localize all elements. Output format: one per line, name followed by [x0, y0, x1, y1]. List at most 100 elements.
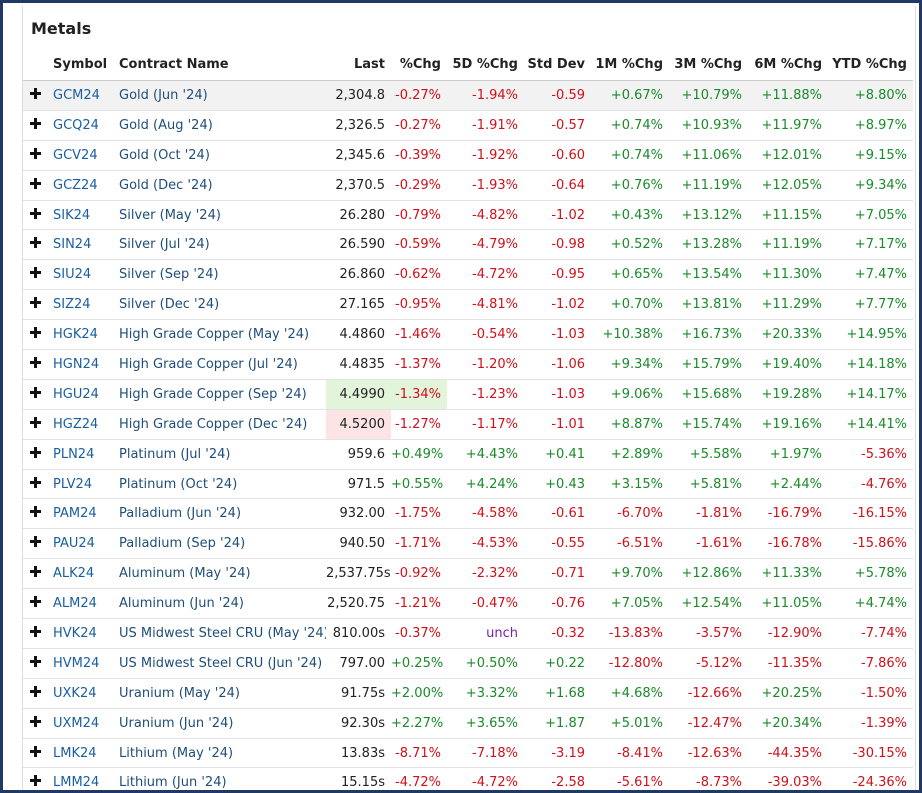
column-header[interactable]: YTD %Chg [828, 48, 913, 81]
contract-name[interactable]: Silver (May '24) [113, 200, 326, 230]
plus-icon[interactable] [30, 237, 41, 248]
symbol-link[interactable]: PAU24 [47, 529, 113, 559]
column-header[interactable]: Std Dev [524, 48, 591, 81]
quote-row[interactable]: GCM24Gold (Jun '24)2,304.8-0.27%-1.94%-0… [23, 81, 913, 111]
column-header[interactable]: Contract Name [113, 48, 326, 81]
plus-icon[interactable] [30, 566, 41, 577]
contract-name[interactable]: High Grade Copper (Jul '24) [113, 350, 326, 380]
plus-icon[interactable] [30, 327, 41, 338]
plus-icon[interactable] [30, 716, 41, 727]
expand-button[interactable] [23, 678, 47, 708]
quote-row[interactable]: ALK24Aluminum (May '24)2,537.75s-0.92%-2… [23, 559, 913, 589]
expand-button[interactable] [23, 350, 47, 380]
quote-row[interactable]: SIN24Silver (Jul '24)26.590-0.59%-4.79%-… [23, 230, 913, 260]
plus-icon[interactable] [30, 447, 41, 458]
quote-row[interactable]: HVK24US Midwest Steel CRU (May '24)810.0… [23, 619, 913, 649]
expand-button[interactable] [23, 260, 47, 290]
contract-name[interactable]: Gold (Jun '24) [113, 81, 326, 111]
plus-icon[interactable] [30, 656, 41, 667]
plus-icon[interactable] [30, 536, 41, 547]
symbol-link[interactable]: GCM24 [47, 81, 113, 111]
symbol-link[interactable]: SIN24 [47, 230, 113, 260]
expand-button[interactable] [23, 529, 47, 559]
quote-row[interactable]: GCZ24Gold (Dec '24)2,370.5-0.29%-1.93%-0… [23, 170, 913, 200]
symbol-link[interactable]: GCV24 [47, 140, 113, 170]
symbol-link[interactable]: HGN24 [47, 350, 113, 380]
expand-button[interactable] [23, 170, 47, 200]
expand-button[interactable] [23, 648, 47, 678]
quote-row[interactable]: GCV24Gold (Oct '24)2,345.6-0.39%-1.92%-0… [23, 140, 913, 170]
symbol-link[interactable]: HVM24 [47, 648, 113, 678]
column-header[interactable]: 3M %Chg [669, 48, 748, 81]
column-header[interactable]: Symbol [47, 48, 113, 81]
symbol-link[interactable]: LMK24 [47, 738, 113, 768]
expand-button[interactable] [23, 200, 47, 230]
expand-button[interactable] [23, 409, 47, 439]
column-header[interactable]: 6M %Chg [748, 48, 828, 81]
contract-name[interactable]: Aluminum (May '24) [113, 559, 326, 589]
plus-icon[interactable] [30, 357, 41, 368]
symbol-link[interactable]: UXM24 [47, 708, 113, 738]
plus-icon[interactable] [30, 88, 41, 99]
symbol-link[interactable]: PLV24 [47, 469, 113, 499]
quote-row[interactable]: UXM24Uranium (Jun '24)92.30s+2.27%+3.65%… [23, 708, 913, 738]
contract-name[interactable]: Lithium (Jun '24) [113, 768, 326, 793]
quote-row[interactable]: HGU24High Grade Copper (Sep '24)4.4990-1… [23, 379, 913, 409]
contract-name[interactable]: US Midwest Steel CRU (May '24) [113, 619, 326, 649]
symbol-link[interactable]: LMM24 [47, 768, 113, 793]
symbol-link[interactable]: HGK24 [47, 320, 113, 350]
symbol-link[interactable]: GCQ24 [47, 110, 113, 140]
symbol-link[interactable]: HVK24 [47, 619, 113, 649]
expand-button[interactable] [23, 439, 47, 469]
expand-button[interactable] [23, 708, 47, 738]
contract-name[interactable]: US Midwest Steel CRU (Jun '24) [113, 648, 326, 678]
symbol-link[interactable]: GCZ24 [47, 170, 113, 200]
contract-name[interactable]: Silver (Sep '24) [113, 260, 326, 290]
quote-row[interactable]: HGZ24High Grade Copper (Dec '24)4.5200-1… [23, 409, 913, 439]
expand-button[interactable] [23, 379, 47, 409]
expand-button[interactable] [23, 320, 47, 350]
contract-name[interactable]: Uranium (Jun '24) [113, 708, 326, 738]
contract-name[interactable]: Aluminum (Jun '24) [113, 589, 326, 619]
symbol-link[interactable]: UXK24 [47, 678, 113, 708]
contract-name[interactable]: Gold (Aug '24) [113, 110, 326, 140]
expand-button[interactable] [23, 290, 47, 320]
expand-button[interactable] [23, 469, 47, 499]
contract-name[interactable]: High Grade Copper (Dec '24) [113, 409, 326, 439]
plus-icon[interactable] [30, 387, 41, 398]
symbol-link[interactable]: ALM24 [47, 589, 113, 619]
plus-icon[interactable] [30, 596, 41, 607]
contract-name[interactable]: Platinum (Oct '24) [113, 469, 326, 499]
contract-name[interactable]: High Grade Copper (Sep '24) [113, 379, 326, 409]
contract-name[interactable]: High Grade Copper (May '24) [113, 320, 326, 350]
contract-name[interactable]: Silver (Dec '24) [113, 290, 326, 320]
contract-name[interactable]: Palladium (Sep '24) [113, 529, 326, 559]
quote-row[interactable]: UXK24Uranium (May '24)91.75s+2.00%+3.32%… [23, 678, 913, 708]
expand-button[interactable] [23, 619, 47, 649]
symbol-link[interactable]: HGZ24 [47, 409, 113, 439]
symbol-link[interactable]: HGU24 [47, 379, 113, 409]
quote-row[interactable]: ALM24Aluminum (Jun '24)2,520.75-1.21%-0.… [23, 589, 913, 619]
column-header[interactable]: Last [326, 48, 391, 81]
contract-name[interactable]: Platinum (Jul '24) [113, 439, 326, 469]
quote-row[interactable]: GCQ24Gold (Aug '24)2,326.5-0.27%-1.91%-0… [23, 110, 913, 140]
contract-name[interactable]: Palladium (Jun '24) [113, 499, 326, 529]
quote-row[interactable]: PLN24Platinum (Jul '24)959.6+0.49%+4.43%… [23, 439, 913, 469]
contract-name[interactable]: Gold (Oct '24) [113, 140, 326, 170]
expand-button[interactable] [23, 738, 47, 768]
expand-button[interactable] [23, 589, 47, 619]
quote-row[interactable]: HGN24High Grade Copper (Jul '24)4.4835-1… [23, 350, 913, 380]
plus-icon[interactable] [30, 297, 41, 308]
expand-button[interactable] [23, 140, 47, 170]
symbol-link[interactable]: ALK24 [47, 559, 113, 589]
quote-row[interactable]: SIK24Silver (May '24)26.280-0.79%-4.82%-… [23, 200, 913, 230]
plus-icon[interactable] [30, 686, 41, 697]
plus-icon[interactable] [30, 417, 41, 428]
expand-button[interactable] [23, 81, 47, 111]
column-header[interactable]: %Chg [391, 48, 447, 81]
plus-icon[interactable] [30, 477, 41, 488]
plus-icon[interactable] [30, 626, 41, 637]
quote-row[interactable]: LMM24Lithium (Jun '24)15.15s-4.72%-4.72%… [23, 768, 913, 793]
contract-name[interactable]: Gold (Dec '24) [113, 170, 326, 200]
quote-row[interactable]: HVM24US Midwest Steel CRU (Jun '24)797.0… [23, 648, 913, 678]
